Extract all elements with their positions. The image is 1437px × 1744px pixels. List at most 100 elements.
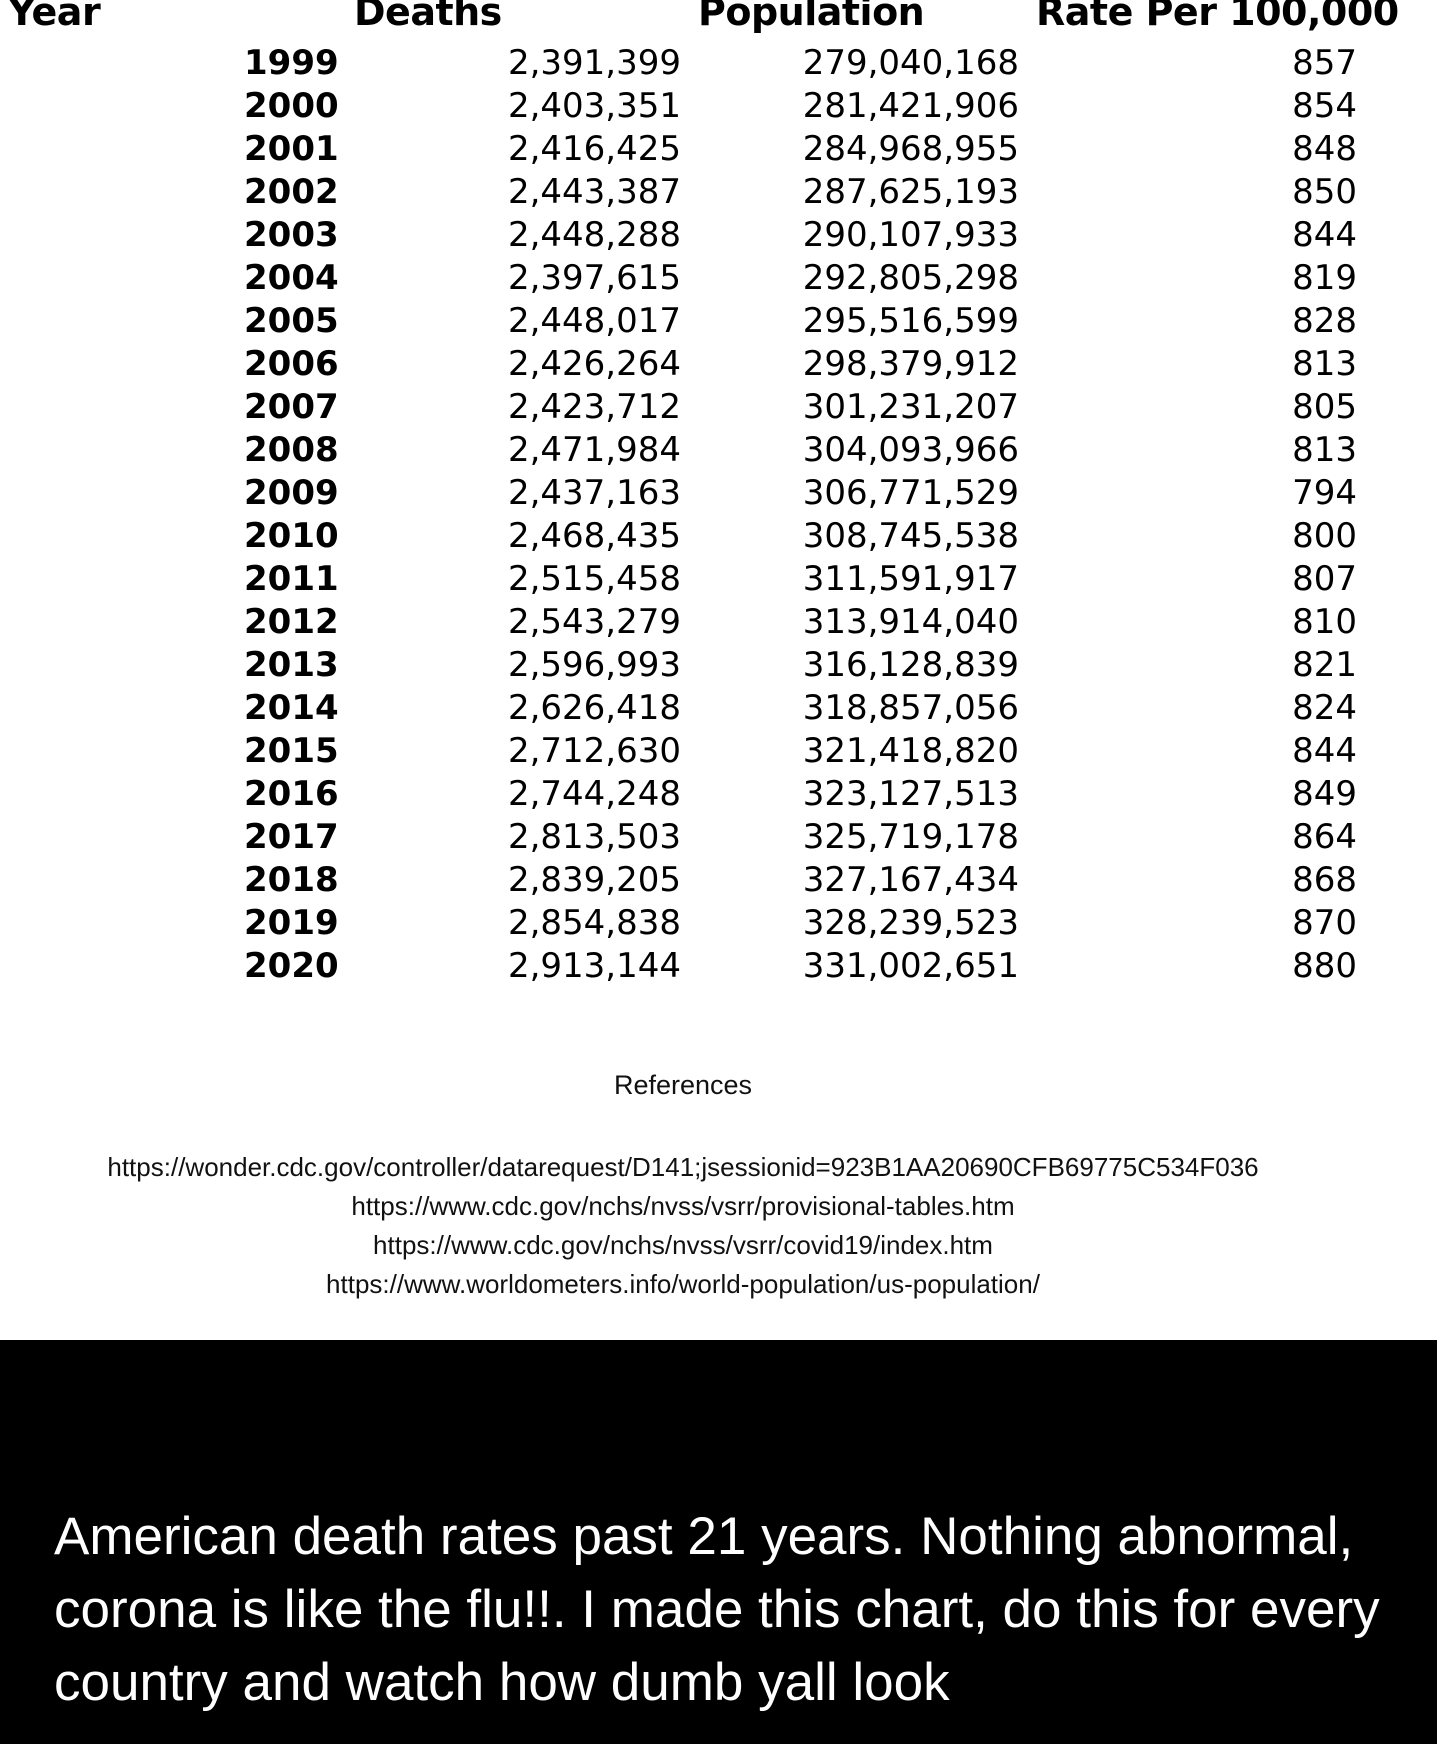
cell-population: 298,379,912 [802, 344, 1019, 384]
table-row: 1999 2,391,399 279,040,168 857 [0, 42, 1437, 85]
cell-rate: 821 [1292, 645, 1357, 685]
cell-deaths: 2,712,630 [507, 731, 681, 771]
cell-population: 328,239,523 [802, 903, 1019, 943]
table-row: 2000 2,403,351 281,421,906 854 [0, 85, 1437, 128]
cell-rate: 813 [1292, 344, 1357, 384]
cell-population: 327,167,434 [802, 860, 1019, 900]
table-row: 2003 2,448,288 290,107,933 844 [0, 214, 1437, 257]
table-row: 2015 2,712,630 321,418,820 844 [0, 730, 1437, 773]
post-caption: American death rates past 21 years. Noth… [54, 1507, 1380, 1712]
cell-year: 2011 [244, 559, 339, 599]
references-title: References [613, 1070, 753, 1100]
cell-year: 2012 [244, 602, 339, 642]
table-row: 2008 2,471,984 304,093,966 813 [0, 429, 1437, 472]
table-row: 2014 2,626,418 318,857,056 824 [0, 687, 1437, 730]
table-row: 2012 2,543,279 313,914,040 810 [0, 601, 1437, 644]
cell-year: 2014 [244, 688, 339, 728]
table-row: 2011 2,515,458 311,591,917 807 [0, 558, 1437, 601]
table-row: 2019 2,854,838 328,239,523 870 [0, 902, 1437, 945]
table-row: 2018 2,839,205 327,167,434 868 [0, 859, 1437, 902]
cell-rate: 844 [1292, 731, 1357, 771]
cell-year: 2013 [244, 645, 339, 685]
cell-rate: 810 [1292, 602, 1357, 642]
cell-deaths: 2,515,458 [507, 559, 681, 599]
cell-rate: 794 [1292, 473, 1357, 513]
cell-deaths: 2,426,264 [507, 344, 681, 384]
table-row: 2004 2,397,615 292,805,298 819 [0, 257, 1437, 300]
cell-rate: 854 [1292, 86, 1357, 126]
cell-deaths: 2,543,279 [507, 602, 681, 642]
table-row: 2007 2,423,712 301,231,207 805 [0, 386, 1437, 429]
cell-rate: 864 [1292, 817, 1357, 857]
cell-population: 323,127,513 [802, 774, 1019, 814]
cell-year: 2016 [244, 774, 339, 814]
cell-year: 2015 [244, 731, 339, 771]
cell-population: 281,421,906 [802, 86, 1019, 126]
header-deaths: Deaths [354, 0, 502, 34]
cell-deaths: 2,403,351 [507, 86, 681, 126]
cell-rate: 805 [1292, 387, 1357, 427]
cell-year: 2005 [244, 301, 339, 341]
cell-rate: 819 [1292, 258, 1357, 298]
cell-rate: 824 [1292, 688, 1357, 728]
header-rate: Rate Per 100,000 [1036, 0, 1399, 34]
cell-population: 311,591,917 [802, 559, 1019, 599]
cell-population: 308,745,538 [802, 516, 1019, 556]
cell-rate: 828 [1292, 301, 1357, 341]
table-row: 2010 2,468,435 308,745,538 800 [0, 515, 1437, 558]
cell-deaths: 2,839,205 [507, 860, 681, 900]
cell-population: 292,805,298 [802, 258, 1019, 298]
cell-year: 2020 [244, 946, 339, 986]
cell-year: 2000 [244, 86, 339, 126]
cell-deaths: 2,913,144 [507, 946, 681, 986]
cell-year: 2008 [244, 430, 339, 470]
table-row: 2016 2,744,248 323,127,513 849 [0, 773, 1437, 816]
table-row: 2013 2,596,993 316,128,839 821 [0, 644, 1437, 687]
data-table: 1999 2,391,399 279,040,168 857 2000 2,403,351… [0, 42, 1437, 988]
cell-deaths: 2,468,435 [507, 516, 681, 556]
cell-deaths: 2,423,712 [507, 387, 681, 427]
cell-year: 2006 [244, 344, 339, 384]
cell-population: 331,002,651 [802, 946, 1019, 986]
cell-deaths: 2,744,248 [507, 774, 681, 814]
cell-deaths: 2,626,418 [507, 688, 681, 728]
cell-rate: 844 [1292, 215, 1357, 255]
cell-year: 2004 [244, 258, 339, 298]
cell-rate: 848 [1292, 129, 1357, 169]
table-row: 2017 2,813,503 325,719,178 864 [0, 816, 1437, 859]
cell-rate: 813 [1292, 430, 1357, 470]
cell-population: 316,128,839 [802, 645, 1019, 685]
cell-population: 284,968,955 [802, 129, 1019, 169]
cell-year: 2003 [244, 215, 339, 255]
cell-deaths: 2,596,993 [507, 645, 681, 685]
cell-deaths: 2,391,399 [507, 43, 681, 83]
cell-year: 2007 [244, 387, 339, 427]
cell-population: 325,719,178 [802, 817, 1019, 857]
cell-rate: 870 [1292, 903, 1357, 943]
table-row: 2006 2,426,264 298,379,912 813 [0, 343, 1437, 386]
cell-rate: 857 [1292, 43, 1357, 83]
header-year: Year [8, 0, 101, 34]
table-row: 2009 2,437,163 306,771,529 794 [0, 472, 1437, 515]
cell-deaths: 2,437,163 [507, 473, 681, 513]
cell-rate: 868 [1292, 860, 1357, 900]
cell-deaths: 2,471,984 [507, 430, 681, 470]
cell-deaths: 2,416,425 [507, 129, 681, 169]
cell-year: 2010 [244, 516, 339, 556]
cell-year: 2009 [244, 473, 339, 513]
cell-population: 321,418,820 [802, 731, 1019, 771]
cell-year: 2002 [244, 172, 339, 212]
cell-population: 304,093,966 [802, 430, 1019, 470]
reference-link: https://www.cdc.gov/nchs/nvss/vsrr/provi… [351, 1191, 1015, 1221]
cell-population: 301,231,207 [802, 387, 1019, 427]
cell-rate: 880 [1292, 946, 1357, 986]
cell-population: 306,771,529 [802, 473, 1019, 513]
document-image: Year Deaths Population Rate Per 100,000 … [0, 0, 1437, 1340]
table-row: 2002 2,443,387 287,625,193 850 [0, 171, 1437, 214]
cell-rate: 807 [1292, 559, 1357, 599]
header-population: Population [698, 0, 925, 34]
cell-deaths: 2,397,615 [507, 258, 681, 298]
table-row: 2005 2,448,017 295,516,599 828 [0, 300, 1437, 343]
cell-rate: 849 [1292, 774, 1357, 814]
cell-rate: 850 [1292, 172, 1357, 212]
